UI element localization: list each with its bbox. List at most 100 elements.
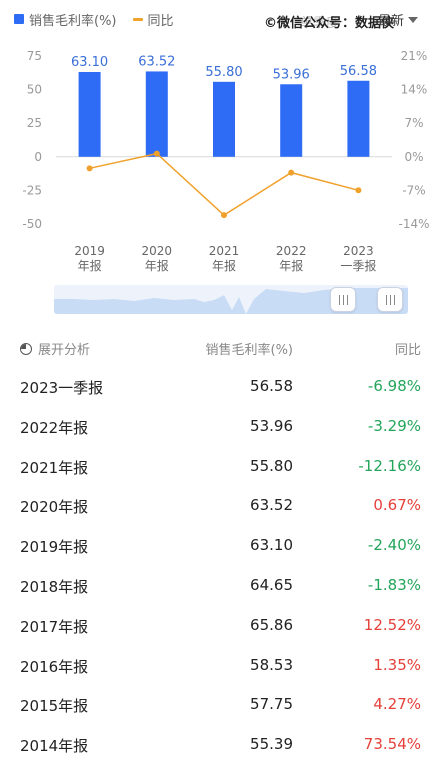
- caret-down-icon: [408, 16, 419, 23]
- row-value: 57.75: [250, 695, 293, 714]
- row-yoy: -1.83%: [367, 575, 421, 594]
- bar-value-label: 63.10: [71, 55, 108, 70]
- pie-chart-icon: [20, 342, 32, 355]
- bar-series-swatch: [14, 14, 24, 24]
- chart-legend: 销售毛利率(%) 同比: [14, 8, 174, 30]
- row-yoy: 12.52%: [363, 615, 421, 634]
- left-axis-tick-label: -50: [22, 217, 42, 231]
- gross-margin-chart: 75 50 25 0 -25 -50 21% 14% 7% 0% -7% -14% 63.10 63.52…: [22, 49, 429, 273]
- bar-value-label: 53.96: [273, 67, 310, 82]
- bar-value-label: 55.80: [205, 65, 242, 80]
- row-yoy: 0.67%: [373, 496, 421, 515]
- row-value: 64.65: [250, 575, 293, 594]
- x-axis-tick-label: 年报: [78, 258, 102, 273]
- table-row[interactable]: 2022年报 53.96 -3.29%: [0, 406, 439, 446]
- table-row[interactable]: 2014年报 55.39 73.54%: [0, 724, 439, 760]
- header-value: 销售毛利率(%): [205, 343, 294, 358]
- x-axis-tick-label: 2020: [142, 244, 173, 258]
- watermark: ©微信公众号：数据侠: [264, 16, 395, 31]
- row-value: 55.80: [250, 456, 293, 475]
- row-yoy: -12.16%: [358, 456, 421, 475]
- row-period: 2017年报: [20, 617, 89, 636]
- sort-dropdown[interactable]: 最新: [378, 10, 419, 29]
- range-slider[interactable]: [54, 285, 408, 314]
- right-axis-tick-label: 14%: [401, 83, 428, 97]
- table-header: 展开分析 销售毛利率(%) 同比: [0, 336, 439, 360]
- row-value: 65.86: [250, 615, 293, 634]
- bar: [78, 71, 101, 157]
- line-series-swatch: [132, 17, 143, 21]
- row-period: 2016年报: [20, 657, 89, 676]
- row-period: 2020年报: [20, 498, 89, 517]
- yoy-point: [153, 150, 160, 157]
- row-period: 2022年报: [20, 418, 89, 437]
- x-axis-tick-label: 2023: [343, 244, 374, 258]
- bar: [347, 80, 370, 157]
- x-axis-tick-label: 2019: [74, 244, 105, 258]
- row-value: 53.96: [250, 416, 293, 435]
- row-yoy: -6.98%: [367, 377, 421, 395]
- left-axis-tick-label: 0: [34, 150, 42, 164]
- bar-value-label: 56.58: [340, 64, 377, 79]
- yoy-point: [221, 212, 227, 219]
- row-period: 2021年报: [20, 458, 89, 477]
- row-period: 2019年报: [20, 538, 89, 557]
- row-value: 58.53: [250, 655, 293, 674]
- x-axis-tick-label: 2021: [209, 244, 240, 258]
- bar: [145, 71, 168, 157]
- legend-bar-label[interactable]: 销售毛利率(%): [29, 13, 117, 29]
- table-row[interactable]: 2018年报 64.65 -1.83%: [0, 565, 439, 605]
- table-row[interactable]: 2015年报 57.75 4.27%: [0, 684, 439, 724]
- yoy-point: [86, 165, 93, 172]
- table-row[interactable]: 2019年报 63.10 -2.40%: [0, 525, 439, 565]
- right-axis-tick-label: 7%: [404, 116, 423, 130]
- slider-preview: [54, 288, 408, 314]
- yoy-point: [288, 169, 295, 176]
- expand-analysis-button[interactable]: 展开分析: [20, 339, 90, 358]
- x-axis-tick-label: 年报: [212, 258, 236, 273]
- row-value: 63.52: [250, 496, 293, 515]
- legend-line-label[interactable]: 同比: [147, 13, 174, 29]
- x-axis-tick-label: 2022: [276, 244, 307, 258]
- x-axis-tick-label: 年报: [279, 258, 303, 273]
- bar: [280, 84, 303, 157]
- row-yoy: -3.29%: [367, 416, 421, 435]
- right-axis-tick-label: -14%: [398, 217, 429, 231]
- row-period: 2023一季报: [20, 379, 104, 397]
- left-axis-tick-label: 75: [27, 49, 42, 63]
- table-row[interactable]: 2017年报 65.86 12.52%: [0, 605, 439, 645]
- row-yoy: -2.40%: [367, 536, 421, 555]
- yoy-line: [89, 152, 359, 217]
- table-row[interactable]: 2016年报 58.53 1.35%: [0, 645, 439, 685]
- x-axis-tick-label: 年报: [145, 258, 169, 273]
- x-axis-tick-label: 一季报: [340, 258, 376, 273]
- right-axis-tick-label: 0%: [404, 150, 423, 164]
- row-yoy: 73.54%: [363, 735, 421, 754]
- table-row[interactable]: 2023一季报 56.58 -6.98%: [0, 366, 439, 406]
- period-selector[interactable]: 单季度: [300, 16, 340, 31]
- left-axis-tick-label: 50: [27, 83, 42, 97]
- row-period: 2018年报: [20, 577, 89, 596]
- right-axis-tick-label: 21%: [401, 49, 428, 63]
- slider-handle-start[interactable]: [330, 287, 356, 312]
- row-value: 63.10: [250, 536, 293, 555]
- row-value: 55.39: [250, 735, 293, 754]
- left-axis-tick-label: 25: [27, 116, 42, 130]
- row-yoy: 1.35%: [373, 655, 421, 674]
- header-period: 展开分析: [38, 343, 91, 358]
- sort-label: 最新: [378, 14, 405, 29]
- bar: [213, 81, 235, 157]
- right-axis-tick-label: -7%: [402, 183, 425, 197]
- yoy-point: [355, 187, 362, 194]
- left-axis-tick-label: -25: [22, 183, 42, 197]
- row-period: 2015年报: [20, 697, 89, 716]
- row-yoy: 4.27%: [373, 695, 421, 714]
- table-row[interactable]: 2021年报 55.80 -12.16%: [0, 446, 439, 486]
- row-period: 2014年报: [20, 737, 89, 756]
- slider-handle-end[interactable]: [377, 287, 403, 312]
- bar-value-label: 63.52: [138, 54, 175, 69]
- data-table: 2023一季报 56.58 -6.98% 2022年报 53.96 -3.29%…: [0, 366, 439, 760]
- table-row[interactable]: 2020年报 63.52 0.67%: [0, 485, 439, 525]
- header-yoy: 同比: [394, 343, 421, 358]
- row-value: 56.58: [250, 377, 293, 395]
